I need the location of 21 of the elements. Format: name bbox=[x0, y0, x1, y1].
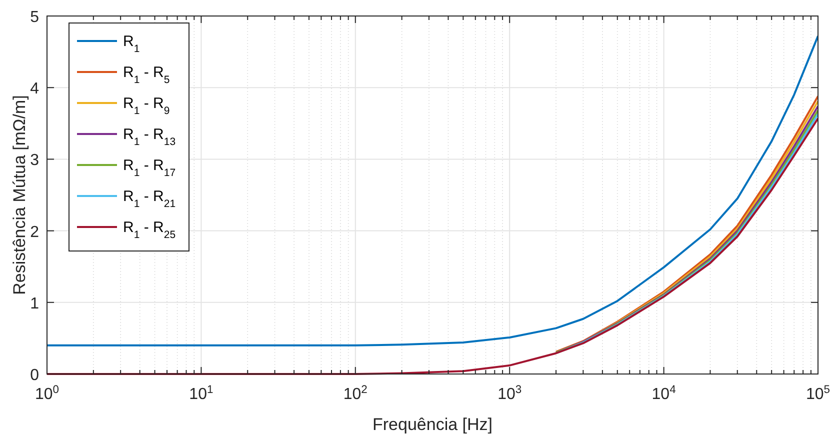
x-tick-label: 10$^{3}$ bbox=[498, 384, 522, 403]
y-tick-label: 4 bbox=[30, 80, 40, 98]
x-tick-label: 10$^{1}$ bbox=[189, 384, 214, 403]
x-tick-label: 10$^{2}$ bbox=[343, 384, 368, 403]
legend-label: R$_{1}$ - R$_{5}$ bbox=[123, 64, 170, 86]
x-tick-label: 10$^{4}$ bbox=[652, 384, 676, 403]
legend-label: R$_{1}$ - R$_{25}$ bbox=[123, 219, 176, 241]
y-tick-label: 1 bbox=[30, 295, 40, 312]
legend-label: R$_{1}$ - R$_{9}$ bbox=[123, 95, 170, 117]
y-tick-label: 0 bbox=[30, 367, 40, 384]
x-tick-label: 10$^{5}$ bbox=[806, 384, 830, 403]
y-tick-label: 2 bbox=[30, 224, 40, 241]
legend-label: R$_{1}$ - R$_{21}$ bbox=[123, 188, 176, 210]
y-tick-label: 3 bbox=[30, 152, 40, 170]
x-axis-title: Frequência [Hz] bbox=[372, 415, 492, 434]
legend-label: R$_{1}$ bbox=[123, 33, 140, 55]
legend-label: R$_{1}$ - R$_{17}$ bbox=[123, 157, 176, 179]
y-axis-title: Resistência Mútua [mΩ/m] bbox=[10, 95, 29, 295]
legend-label: R$_{1}$ - R$_{13}$ bbox=[123, 126, 176, 148]
x-tick-label: 10$^{0}$ bbox=[34, 384, 60, 403]
y-tick-label: 5 bbox=[30, 9, 40, 26]
